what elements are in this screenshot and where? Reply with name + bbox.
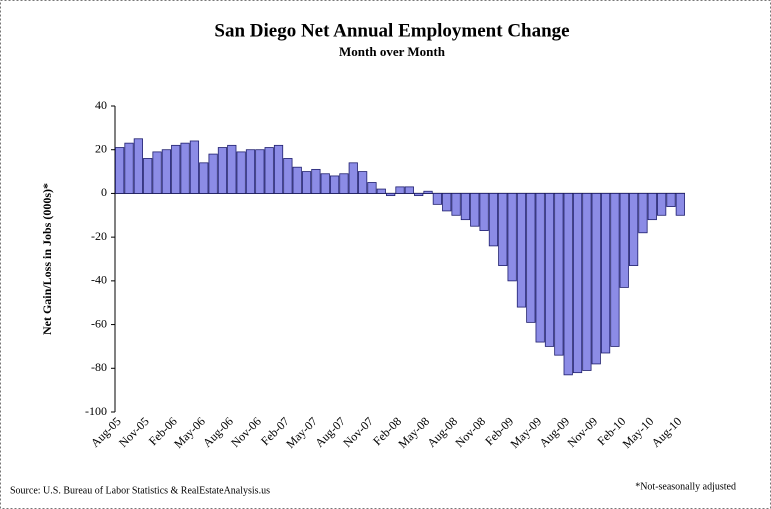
- bar: [301, 171, 312, 194]
- bar: [470, 193, 480, 227]
- bar: [180, 142, 190, 194]
- y-tick-label: -20: [91, 229, 107, 243]
- bar: [535, 193, 545, 343]
- bar: [432, 193, 442, 205]
- bar: [376, 188, 386, 194]
- bar: [255, 149, 265, 194]
- bar: [526, 193, 536, 323]
- bar: [460, 193, 471, 221]
- source: Source: U.S. Bureau of Labor Statistics …: [10, 485, 270, 496]
- bar: [619, 193, 629, 288]
- bar: [675, 193, 685, 216]
- y-axis-label: Net Gain/Loss in Jobs (000s)*: [40, 183, 54, 335]
- bar: [657, 193, 667, 216]
- bar: [488, 193, 499, 247]
- chart-subtitle: Month over Month: [339, 44, 446, 59]
- y-tick-label: -40: [91, 273, 107, 287]
- bar: [358, 171, 368, 194]
- bar: [273, 144, 284, 194]
- bar: [161, 149, 171, 194]
- y-tick-label: -100: [85, 404, 107, 418]
- bar: [199, 162, 209, 194]
- y-tick-label: 40: [95, 98, 107, 112]
- bar: [320, 173, 330, 194]
- bar: [292, 166, 302, 194]
- bar: [600, 193, 611, 354]
- bar: [572, 193, 583, 374]
- bar: [133, 138, 143, 194]
- bar: [245, 149, 256, 194]
- bar: [115, 147, 125, 194]
- chart-title: San Diego Net Annual Employment Change: [214, 20, 569, 41]
- y-tick-label: -60: [91, 316, 107, 330]
- bar: [208, 153, 218, 194]
- bar: [647, 193, 657, 221]
- bar: [124, 142, 134, 194]
- bar: [339, 173, 349, 194]
- bar: [423, 190, 433, 194]
- bar: [227, 144, 237, 194]
- y-tick-label: -80: [91, 360, 107, 374]
- bar: [395, 186, 405, 194]
- bar: [414, 193, 424, 197]
- y-tick-label: 0: [101, 185, 107, 199]
- bar: [498, 193, 508, 266]
- bar: [442, 193, 452, 212]
- note: *Not-seasonally adjusted: [635, 481, 736, 492]
- y-tick-label: 20: [95, 141, 107, 155]
- bar: [152, 151, 162, 194]
- bar: [171, 144, 181, 194]
- bar: [143, 158, 153, 194]
- bar: [516, 193, 527, 308]
- bar: [348, 162, 358, 194]
- bar: [629, 193, 639, 266]
- bar: [283, 158, 293, 194]
- bar: [591, 193, 601, 365]
- bar: [311, 168, 321, 194]
- bar: [554, 193, 564, 356]
- bar: [544, 193, 555, 347]
- bar: [367, 182, 377, 194]
- bar: [386, 193, 396, 197]
- bar: [189, 140, 200, 194]
- bar: [563, 193, 573, 376]
- bar: [264, 147, 274, 194]
- bar: [582, 193, 592, 371]
- bar: [217, 147, 228, 194]
- bar: [479, 193, 489, 231]
- bar: [236, 151, 246, 194]
- bar: [507, 193, 517, 282]
- bar: [329, 175, 340, 194]
- bar: [638, 193, 648, 234]
- bar: [404, 186, 414, 194]
- bar: [666, 193, 676, 207]
- bar: [451, 193, 461, 216]
- bar: [610, 193, 620, 347]
